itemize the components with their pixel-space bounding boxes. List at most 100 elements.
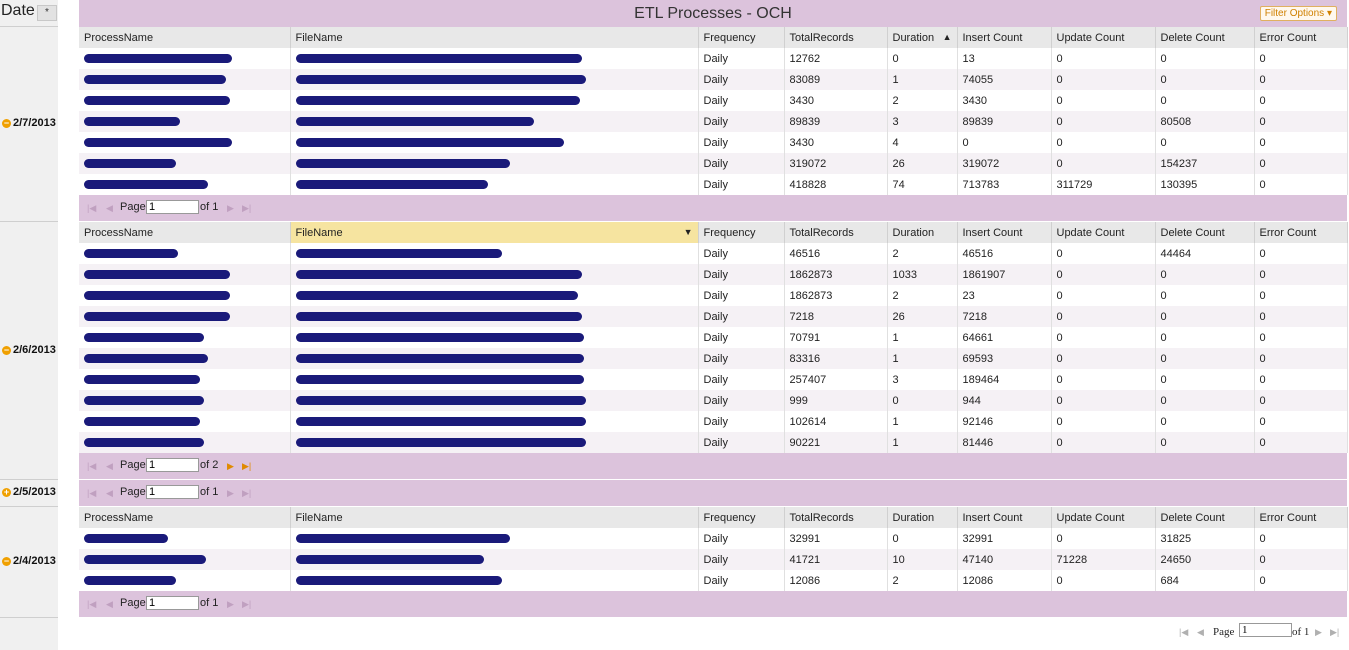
col-delete-count[interactable]: Delete Count [1155,27,1255,48]
cell-update-count: 0 [1051,69,1156,90]
collapse-icon[interactable]: − [2,117,11,128]
table-row[interactable]: Daily 41721 10 47140 71228 24650 0 [79,549,1348,570]
cell-process-name [79,111,291,132]
next-page-icon[interactable]: ▶ [227,461,234,471]
table-row[interactable]: Daily 7218 26 7218 0 0 0 [79,306,1348,327]
table-row[interactable]: Daily 12762 0 13 0 0 0 [79,48,1348,69]
col-error-count[interactable]: Error Count [1254,222,1348,243]
col-duration-label: Duration [892,31,935,44]
col-file-name[interactable]: FileName [290,27,699,48]
expand-icon[interactable]: + [2,486,11,497]
table-row[interactable]: Daily 89839 3 89839 0 80508 0 [79,111,1348,132]
table-row[interactable]: Daily 83316 1 69593 0 0 0 [79,348,1348,369]
col-total-records[interactable]: TotalRecords [784,27,888,48]
filter-options-button[interactable]: Filter Options ▾ [1259,6,1337,21]
next-page-icon[interactable]: ▶ [227,488,234,498]
col-insert-count[interactable]: Insert Count [957,27,1052,48]
col-update-count[interactable]: Update Count [1051,27,1156,48]
table-row[interactable]: Daily 46516 2 46516 0 44464 0 [79,243,1348,264]
col-insert-count[interactable]: Insert Count [957,507,1052,528]
col-frequency[interactable]: Frequency [698,507,785,528]
last-page-icon[interactable]: ▶| [242,461,252,471]
table-row[interactable]: Daily 102614 1 92146 0 0 0 [79,411,1348,432]
first-page-icon[interactable]: |◀ [87,461,97,471]
first-page-icon[interactable]: |◀ [87,488,97,498]
column-menu-icon[interactable]: ▼ [683,226,693,237]
table-row[interactable]: Daily 83089 1 74055 0 0 0 [79,69,1348,90]
date-group-2-7-2013[interactable]: −2/7/2013 [0,117,58,129]
table-row[interactable]: Daily 3430 2 3430 0 0 0 [79,90,1348,111]
collapse-icon[interactable]: − [2,555,11,566]
table-row[interactable]: Daily 90221 1 81446 0 0 0 [79,432,1348,453]
cell-error-count: 0 [1254,153,1348,174]
next-page-icon[interactable]: ▶ [227,203,234,213]
page-input[interactable] [146,485,199,499]
prev-page-icon[interactable]: ◀ [106,599,113,609]
col-frequency[interactable]: Frequency [698,222,785,243]
col-process-name[interactable]: ProcessName [79,507,291,528]
col-delete-count[interactable]: Delete Count [1155,507,1255,528]
redacted-bar [84,249,178,259]
table-row[interactable]: Daily 70791 1 64661 0 0 0 [79,327,1348,348]
collapse-icon[interactable]: − [2,344,11,355]
cell-total-records: 418828 [784,174,888,195]
cell-frequency: Daily [698,264,785,285]
col-total-records[interactable]: TotalRecords [784,507,888,528]
table-row[interactable]: Daily 319072 26 319072 0 154237 0 [79,153,1348,174]
col-file-name[interactable]: FileName ▼ [290,222,699,243]
page-input[interactable] [146,458,199,472]
col-update-count[interactable]: Update Count [1051,507,1156,528]
redacted-bar [84,555,206,565]
table-row[interactable]: Daily 12086 2 12086 0 684 0 [79,570,1348,591]
col-delete-count[interactable]: Delete Count [1155,222,1255,243]
col-frequency[interactable]: Frequency [698,27,785,48]
table-row[interactable]: Daily 3430 4 0 0 0 0 [79,132,1348,153]
first-page-icon[interactable]: |◀ [87,203,97,213]
table-row[interactable]: Daily 999 0 944 0 0 0 [79,390,1348,411]
prev-page-icon[interactable]: ◀ [106,461,113,471]
table-row[interactable]: Daily 1862873 2 23 0 0 0 [79,285,1348,306]
cell-process-name [79,348,291,369]
cell-total-records: 83089 [784,69,888,90]
last-page-icon[interactable]: ▶| [1330,627,1340,637]
col-process-name[interactable]: ProcessName [79,27,291,48]
first-page-icon[interactable]: |◀ [1179,627,1189,637]
col-duration[interactable]: Duration [887,507,958,528]
prev-page-icon[interactable]: ◀ [106,488,113,498]
cell-duration: 0 [887,528,958,549]
first-page-icon[interactable]: |◀ [87,599,97,609]
table-row[interactable]: Daily 1862873 1033 1861907 0 0 0 [79,264,1348,285]
col-total-records[interactable]: TotalRecords [784,222,888,243]
next-page-icon[interactable]: ▶ [227,599,234,609]
col-insert-count[interactable]: Insert Count [957,222,1052,243]
last-page-icon[interactable]: ▶| [242,599,252,609]
prev-page-icon[interactable]: ◀ [1197,627,1204,637]
prev-page-icon[interactable]: ◀ [106,203,113,213]
cell-duration: 2 [887,570,958,591]
page-input[interactable] [1239,623,1292,637]
col-file-name[interactable]: FileName [290,507,699,528]
col-duration[interactable]: Duration ▲ [887,27,958,48]
cell-delete-count: 0 [1155,48,1255,69]
date-group-2-5-2013[interactable]: +2/5/2013 [0,486,58,498]
col-duration[interactable]: Duration [887,222,958,243]
last-page-icon[interactable]: ▶| [242,488,252,498]
date-group-2-6-2013[interactable]: −2/6/2013 [0,344,58,356]
cell-duration: 1 [887,348,958,369]
cell-duration: 2 [887,243,958,264]
col-process-name[interactable]: ProcessName [79,222,291,243]
cell-insert-count: 713783 [957,174,1052,195]
date-group-2-4-2013[interactable]: −2/4/2013 [0,555,58,567]
page-input[interactable] [146,596,199,610]
page-input[interactable] [146,200,199,214]
date-sort-button[interactable]: * [37,5,57,21]
next-page-icon[interactable]: ▶ [1315,627,1322,637]
col-update-count[interactable]: Update Count [1051,222,1156,243]
last-page-icon[interactable]: ▶| [242,203,252,213]
table-row[interactable]: Daily 418828 74 713783 311729 130395 0 [79,174,1348,195]
cell-file-name [290,285,699,306]
col-error-count[interactable]: Error Count [1254,507,1348,528]
col-error-count[interactable]: Error Count [1254,27,1348,48]
table-row[interactable]: Daily 257407 3 189464 0 0 0 [79,369,1348,390]
table-row[interactable]: Daily 32991 0 32991 0 31825 0 [79,528,1348,549]
